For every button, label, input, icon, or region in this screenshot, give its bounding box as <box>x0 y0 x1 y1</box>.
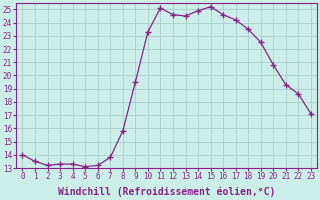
X-axis label: Windchill (Refroidissement éolien,°C): Windchill (Refroidissement éolien,°C) <box>58 187 276 197</box>
